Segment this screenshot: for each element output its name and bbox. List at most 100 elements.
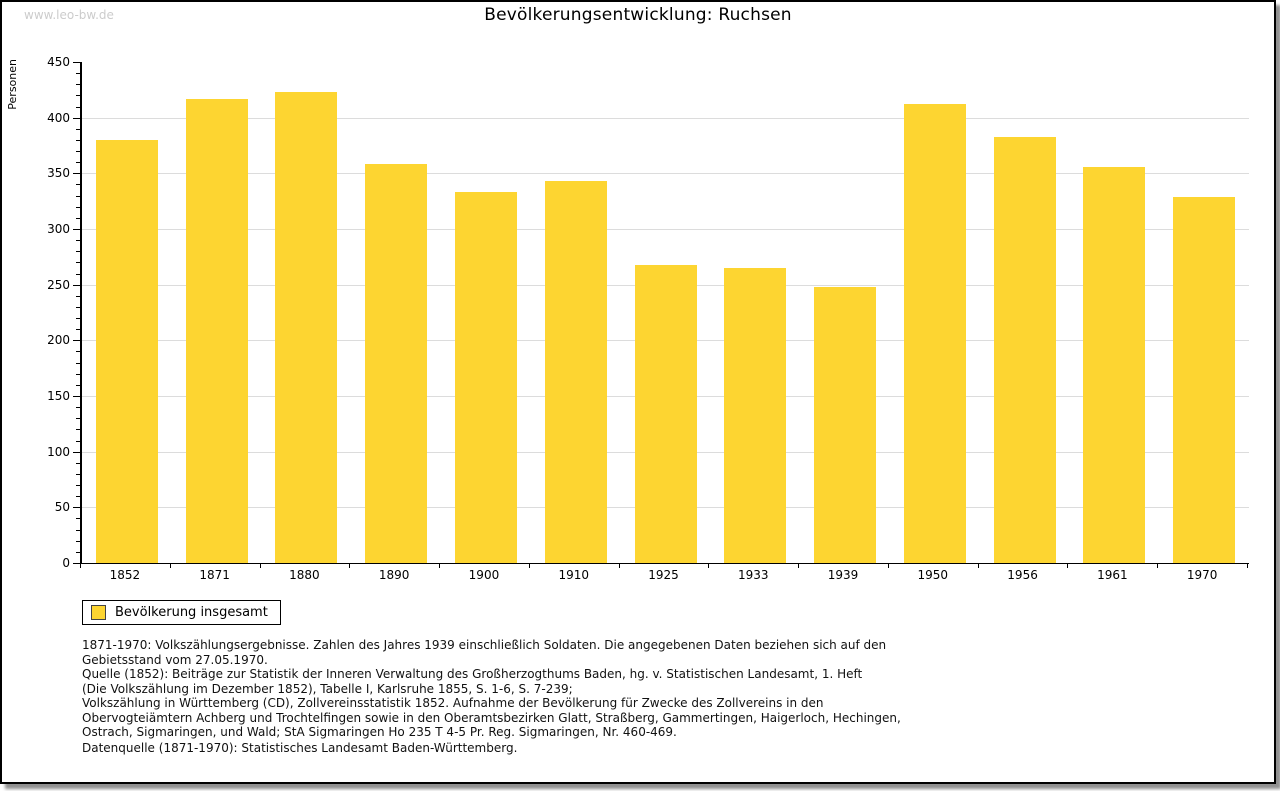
y-minor-tick-370 bbox=[76, 151, 80, 153]
legend-label: Bevölkerung insgesamt bbox=[115, 605, 268, 620]
y-tick-label-50: 50 bbox=[54, 500, 70, 515]
x-tick-11 bbox=[1067, 564, 1068, 568]
x-tick-label-1852: 1852 bbox=[109, 568, 141, 582]
x-tick-label-1950: 1950 bbox=[917, 568, 949, 582]
footnote-line-6: Obervogteiämtern Achberg und Trochtelfin… bbox=[82, 710, 901, 725]
y-minor-tick-420 bbox=[76, 95, 80, 97]
y-minor-tick-170 bbox=[76, 373, 80, 375]
x-tick-3 bbox=[349, 564, 350, 568]
x-tick-2 bbox=[260, 564, 261, 568]
x-tick-label-1939: 1939 bbox=[827, 568, 859, 582]
x-tick-label-1910: 1910 bbox=[558, 568, 589, 582]
footnote-line-1: 1871-1970: Volkszählungsergebnisse. Zahl… bbox=[82, 638, 887, 652]
plot-area bbox=[80, 62, 1249, 564]
x-tick-5 bbox=[529, 564, 530, 568]
x-tick-1 bbox=[170, 564, 171, 568]
y-major-tick-350 bbox=[73, 173, 80, 175]
y-minor-tick-180 bbox=[76, 362, 80, 364]
footnote-line-4: (Die Volkszählung im Dezember 1852), Tab… bbox=[82, 681, 573, 696]
y-major-tick-250 bbox=[73, 284, 80, 286]
bar-1871 bbox=[185, 98, 248, 563]
y-axis-label: Personen bbox=[6, 59, 19, 110]
y-minor-tick-240 bbox=[76, 295, 80, 297]
x-tick-8 bbox=[798, 564, 799, 568]
y-minor-tick-230 bbox=[76, 306, 80, 308]
x-tick-7 bbox=[708, 564, 709, 568]
bar-1939 bbox=[814, 286, 877, 563]
x-tick-12 bbox=[1157, 564, 1158, 568]
y-tick-label-400: 400 bbox=[47, 110, 70, 125]
x-tick-label-1900: 1900 bbox=[468, 568, 500, 582]
x-tick-10 bbox=[978, 564, 979, 568]
y-minor-tick-380 bbox=[76, 139, 80, 141]
y-minor-tick-20 bbox=[76, 540, 80, 542]
x-tick-4 bbox=[439, 564, 440, 568]
bar-1890 bbox=[365, 164, 428, 563]
y-minor-tick-390 bbox=[76, 128, 80, 130]
gridline-300 bbox=[82, 229, 1249, 230]
y-minor-tick-270 bbox=[76, 262, 80, 264]
x-tick-label-1956: 1956 bbox=[1007, 568, 1038, 582]
y-minor-tick-190 bbox=[76, 351, 80, 353]
y-minor-tick-310 bbox=[76, 217, 80, 219]
x-tick-13 bbox=[1247, 564, 1248, 568]
y-minor-tick-210 bbox=[76, 329, 80, 331]
y-minor-tick-60 bbox=[76, 496, 80, 498]
x-tick-label-1871: 1871 bbox=[199, 568, 230, 582]
y-tick-label-200: 200 bbox=[47, 333, 70, 348]
y-tick-label-450: 450 bbox=[47, 55, 70, 69]
bar-1956 bbox=[993, 136, 1056, 563]
y-minor-tick-280 bbox=[76, 251, 80, 253]
y-tick-label-100: 100 bbox=[47, 444, 70, 459]
y-major-tick-200 bbox=[73, 340, 80, 342]
y-major-tick-150 bbox=[73, 396, 80, 397]
bar-1961 bbox=[1083, 166, 1146, 563]
bar-1925 bbox=[634, 264, 697, 563]
y-minor-tick-340 bbox=[76, 184, 80, 186]
y-minor-tick-330 bbox=[76, 195, 80, 197]
gridline-400 bbox=[82, 117, 1249, 119]
x-tick-label-1933: 1933 bbox=[737, 568, 769, 582]
y-minor-tick-130 bbox=[76, 418, 80, 420]
x-tick-label-1880: 1880 bbox=[289, 568, 320, 582]
x-tick-9 bbox=[888, 564, 889, 568]
footnote-line-5: Volkszählung in Württemberg (CD), Zollve… bbox=[82, 696, 824, 710]
y-minor-tick-140 bbox=[76, 407, 80, 409]
y-major-tick-50 bbox=[73, 507, 80, 509]
x-tick-label-1961: 1961 bbox=[1097, 568, 1128, 582]
y-minor-tick-10 bbox=[76, 551, 80, 553]
y-minor-tick-220 bbox=[76, 318, 80, 320]
y-tick-label-150: 150 bbox=[47, 389, 70, 403]
y-major-tick-450 bbox=[73, 62, 80, 63]
footnotes: 1871-1970: Volkszählungsergebnisse. Zahl… bbox=[82, 638, 901, 740]
x-tick-label-1970: 1970 bbox=[1186, 568, 1218, 582]
bar-1852 bbox=[95, 139, 158, 563]
y-minor-tick-410 bbox=[76, 106, 80, 108]
y-minor-tick-110 bbox=[76, 440, 80, 442]
bar-1900 bbox=[454, 192, 517, 563]
y-minor-tick-430 bbox=[76, 84, 80, 86]
x-tick-6 bbox=[619, 564, 620, 568]
y-minor-tick-440 bbox=[76, 73, 80, 75]
y-tick-label-0: 0 bbox=[62, 556, 70, 570]
y-minor-tick-40 bbox=[76, 518, 80, 520]
y-major-tick-400 bbox=[73, 117, 80, 119]
footnote-line-7: Ostrach, Sigmaringen, und Wald; StA Sigm… bbox=[82, 725, 677, 739]
y-major-tick-0 bbox=[73, 563, 80, 564]
y-minor-tick-260 bbox=[76, 273, 80, 275]
bar-1950 bbox=[903, 104, 966, 563]
datasource-line: Datenquelle (1871-1970): Statistisches L… bbox=[82, 741, 518, 755]
y-minor-tick-80 bbox=[76, 473, 80, 475]
y-tick-label-300: 300 bbox=[47, 222, 70, 236]
x-tick-0 bbox=[80, 564, 81, 568]
y-minor-tick-290 bbox=[76, 240, 80, 242]
y-minor-tick-160 bbox=[76, 384, 80, 386]
y-minor-tick-320 bbox=[76, 206, 80, 208]
legend: Bevölkerung insgesamt bbox=[82, 600, 281, 625]
y-minor-tick-120 bbox=[76, 429, 80, 431]
bar-1910 bbox=[544, 181, 607, 563]
gridline-350 bbox=[82, 173, 1249, 175]
bar-1970 bbox=[1173, 196, 1236, 563]
y-minor-tick-360 bbox=[76, 162, 80, 164]
